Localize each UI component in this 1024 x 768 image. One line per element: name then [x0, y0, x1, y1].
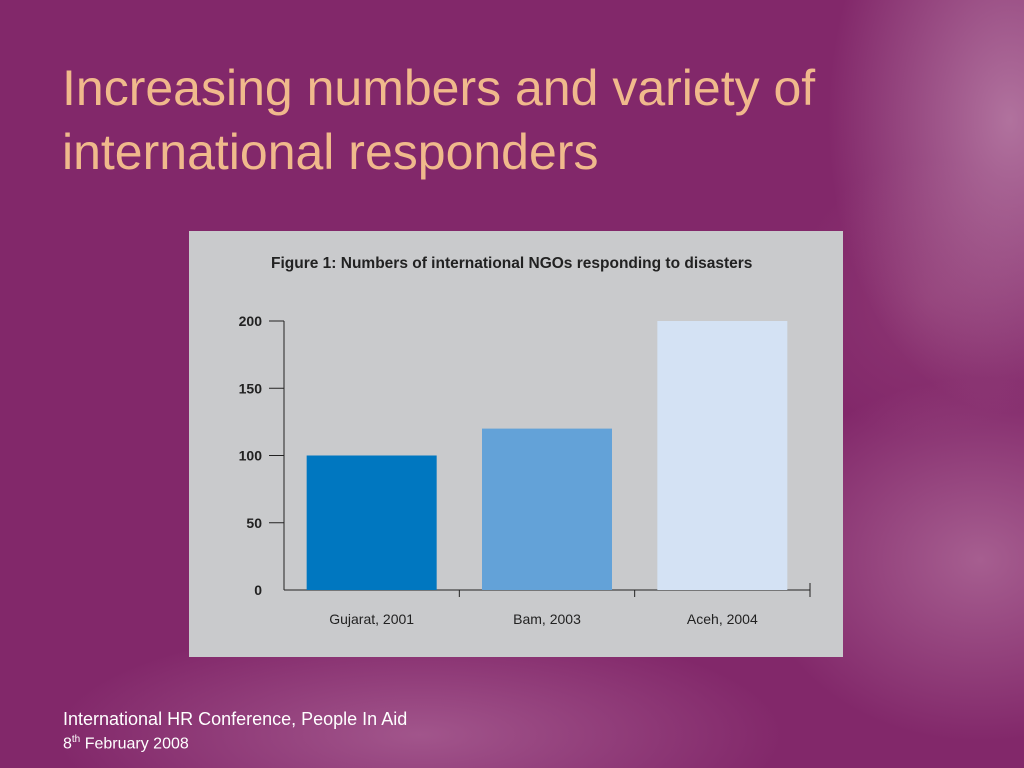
- y-tick-label-150: 150: [239, 380, 263, 396]
- y-tick-label-200: 200: [239, 313, 263, 329]
- x-tick-label-1: Gujarat, 2001: [329, 611, 414, 627]
- footer-date-day: 8: [63, 735, 72, 753]
- y-tick-label-50: 50: [246, 515, 262, 531]
- footer-date-suffix: th: [71, 734, 81, 745]
- slide-title: Increasing numbers and variety of intern…: [62, 60, 816, 180]
- footer-date-rest: February 2008: [80, 735, 189, 753]
- chart-figure: 0 50 100 150 200 Gujarat, 2001 Bam, 2003 Aceh, …: [189, 231, 843, 657]
- footer: International HR Conference, People In A…: [63, 708, 407, 754]
- footer-date: 8th February 2008: [63, 730, 407, 754]
- chart-title: Figure 1: Numbers of international NGOs …: [271, 255, 753, 272]
- bar-2: [482, 428, 612, 590]
- bar-1: [306, 455, 437, 590]
- x-tick-label-3: Aceh, 2004: [687, 611, 758, 627]
- x-tick-label-2: Bam, 2003: [513, 611, 581, 627]
- footer-conference: International HR Conference, People In A…: [63, 709, 408, 729]
- bar-chart: 0 50 100 150 200 Gujarat, 2001 Bam, 2003 Aceh, …: [239, 313, 811, 627]
- y-tick-label-0: 0: [254, 582, 262, 598]
- bar-3: [657, 321, 788, 590]
- y-tick-label-100: 100: [239, 448, 263, 464]
